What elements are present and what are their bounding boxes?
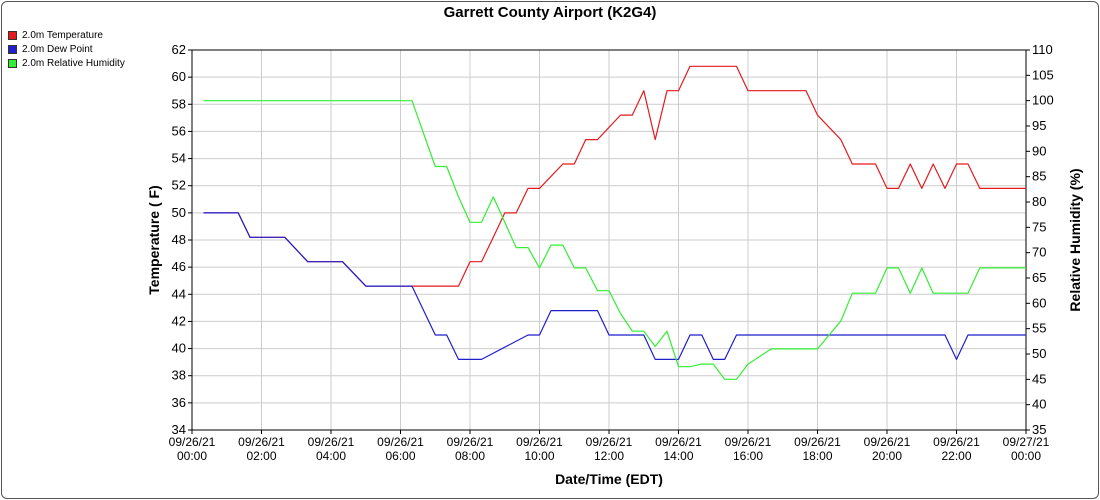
y-tick-label: 40 — [172, 341, 186, 356]
y2-tick-label: 65 — [1032, 270, 1046, 285]
y-tick-label: 56 — [172, 123, 186, 138]
y2-tick-label: 80 — [1032, 194, 1046, 209]
y2-tick-label: 35 — [1032, 422, 1046, 437]
y-tick-label: 38 — [172, 368, 186, 383]
y-tick-label: 48 — [172, 232, 186, 247]
y2-tick-label: 95 — [1032, 118, 1046, 133]
legend-item-relative-humidity: 2.0m Relative Humidity — [8, 56, 125, 70]
y2-tick-label: 70 — [1032, 245, 1046, 260]
x-tick-label: 10:00 — [524, 449, 554, 463]
x-tick-label: 09/26/21 — [238, 435, 285, 449]
x-tick-label: 16:00 — [733, 449, 763, 463]
y2-tick-label: 105 — [1032, 67, 1054, 82]
y2-tick-label: 45 — [1032, 371, 1046, 386]
chart-title: Garrett County Airport (K2G4) — [443, 4, 657, 21]
chart-legend: 2.0m Temperature 2.0m Dew Point 2.0m Rel… — [8, 28, 125, 70]
y-tick-label: 62 — [172, 42, 186, 57]
legend-label-relative-humidity: 2.0m Relative Humidity — [22, 57, 125, 69]
y-tick-label: 44 — [172, 286, 186, 301]
x-tick-label: 08:00 — [455, 449, 485, 463]
legend-swatch-temperature — [8, 30, 17, 40]
y2-tick-label: 90 — [1032, 143, 1046, 158]
series-line-2-0m-dew-point — [203, 212, 1026, 360]
series-line-2-0m-relative-humidity — [203, 100, 1026, 380]
x-tick-label: 09/26/21 — [377, 435, 424, 449]
x-tick-label: 09/26/21 — [725, 435, 772, 449]
x-axis-title: Date/Time (EDT) — [555, 471, 663, 487]
x-tick-label: 20:00 — [872, 449, 902, 463]
y-tick-label: 34 — [172, 422, 186, 437]
y2-tick-label: 85 — [1032, 169, 1046, 184]
x-tick-label: 09/26/21 — [864, 435, 911, 449]
legend-swatch-relative-humidity — [8, 58, 17, 68]
y-tick-label: 52 — [172, 178, 186, 193]
legend-label-temperature: 2.0m Temperature — [22, 29, 103, 41]
y2-tick-label: 100 — [1032, 93, 1054, 108]
x-tick-label: 09/26/21 — [586, 435, 633, 449]
x-tick-label: 14:00 — [663, 449, 693, 463]
x-tick-label: 00:00 — [1011, 449, 1041, 463]
y2-tick-label: 110 — [1032, 42, 1053, 57]
y-tick-label: 54 — [172, 151, 186, 166]
y-tick-label: 58 — [172, 96, 186, 111]
x-tick-label: 02:00 — [246, 449, 276, 463]
y-tick-label: 36 — [172, 395, 186, 410]
x-tick-label: 09/27/21 — [1003, 435, 1050, 449]
y2-axis-title: Relative Humidity (%) — [1067, 168, 1083, 311]
series-line-2-0m-temperature — [203, 65, 1026, 287]
legend-item-dew-point: 2.0m Dew Point — [8, 42, 125, 56]
y2-tick-label: 50 — [1032, 346, 1046, 361]
x-tick-label: 09/26/21 — [308, 435, 355, 449]
x-tick-label: 06:00 — [385, 449, 415, 463]
x-tick-label: 09/26/21 — [447, 435, 494, 449]
x-tick-label: 12:00 — [594, 449, 624, 463]
y-tick-label: 60 — [172, 69, 186, 84]
y2-tick-label: 75 — [1032, 219, 1046, 234]
x-tick-label: 00:00 — [177, 449, 207, 463]
y-axis-title: Temperature ( F) — [146, 185, 162, 294]
x-tick-label: 09/26/21 — [516, 435, 563, 449]
y2-tick-label: 40 — [1032, 397, 1046, 412]
legend-swatch-dew-point — [8, 44, 17, 54]
y-tick-label: 46 — [172, 259, 186, 274]
plot-border — [191, 49, 1027, 431]
x-tick-label: 18:00 — [802, 449, 832, 463]
x-tick-label: 09/26/21 — [933, 435, 980, 449]
x-tick-label: 04:00 — [316, 449, 346, 463]
y2-tick-label: 60 — [1032, 295, 1046, 310]
x-tick-label: 09/26/21 — [655, 435, 702, 449]
y-tick-label: 50 — [172, 205, 186, 220]
x-tick-label: 09/26/21 — [794, 435, 841, 449]
x-tick-label: 22:00 — [941, 449, 971, 463]
y-tick-label: 42 — [172, 313, 186, 328]
y2-tick-label: 55 — [1032, 321, 1046, 336]
legend-item-temperature: 2.0m Temperature — [8, 28, 125, 42]
legend-label-dew-point: 2.0m Dew Point — [22, 43, 93, 55]
x-tick-label: 09/26/21 — [169, 435, 216, 449]
